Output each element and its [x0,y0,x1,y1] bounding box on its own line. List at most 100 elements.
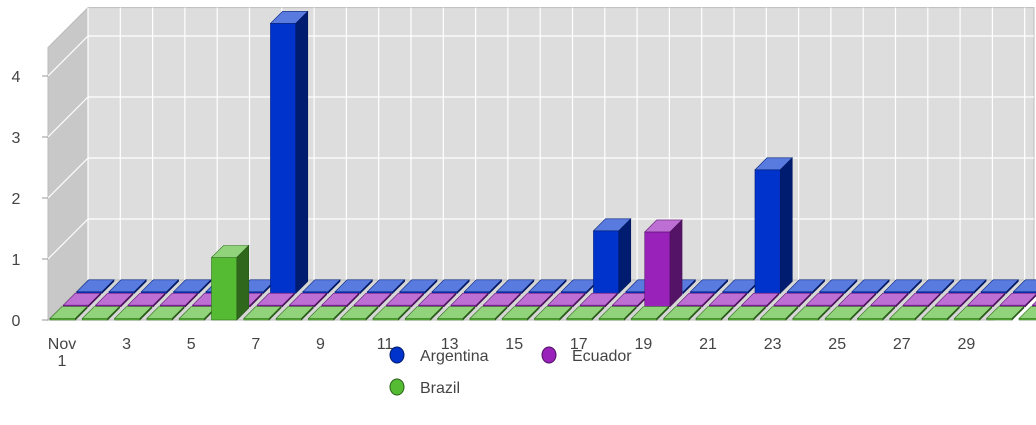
bar-ecuador-28 [934,292,974,308]
grid-line-y-side [47,157,89,199]
bar-ecuador-19 [644,219,683,308]
bar-argentina-20 [689,279,729,295]
chart-bars [49,10,1036,321]
x-tick-label: 21 [699,336,717,353]
bar-brazil-19 [630,305,670,321]
legend-label: Argentina [420,348,489,365]
legend-item-argentina: Argentina [389,346,489,365]
x-tick-label: 29 [958,336,976,353]
bar-brazil-3 [113,305,153,321]
bar-brazil-28 [921,305,961,321]
bar-ecuador-2 [94,292,134,308]
bar-ecuador-8 [288,292,328,308]
bar-brazil-9 [307,305,347,321]
bar-brazil-20 [662,305,702,321]
bar-ecuador-1 [62,292,102,308]
bar-brazil-26 [856,305,896,321]
bar-argentina-11 [398,279,438,295]
bar-ecuador-25 [837,292,877,308]
x-tick-label: 5 [187,336,196,353]
bar-ecuador-26 [870,292,909,308]
x-tick-label: 27 [893,336,911,353]
x-tick-label: 3 [122,336,131,353]
bar-ecuador-24 [805,292,845,308]
bar-brazil-14 [469,305,508,321]
x-tick-label: 15 [505,336,523,353]
bar-brazil-8 [275,305,315,321]
bar-argentina-24 [818,279,858,295]
grid-line-y-side [47,96,89,138]
y-tick-label: 4 [12,69,21,86]
bar-argentina-15 [528,279,567,295]
bar-argentina-9 [334,279,374,295]
bar-ecuador-3 [127,292,166,308]
y-tick-label: 3 [12,130,21,147]
y-axis: 0 1 2 3 4 [12,69,48,330]
bar-ecuador-21 [708,292,748,308]
back-wall [87,7,1035,281]
legend-label: Ecuador [572,348,632,365]
bar-brazil-18 [598,305,638,321]
bar-brazil-11 [372,305,412,321]
bar-ecuador-14 [482,292,522,308]
bar-brazil-13 [436,305,476,321]
bar-brazil-6 [210,244,250,321]
bar-argentina-25 [851,279,890,295]
bar-ecuador-23 [773,292,812,308]
bar-argentina-8 [302,279,341,295]
bar-brazil-24 [792,305,831,321]
x-tick-label: 7 [251,336,260,353]
bar-brazil-27 [889,305,928,321]
bar-ecuador-22 [740,292,780,308]
bar-ecuador-30 [999,292,1036,308]
legend: Argentina Ecuador Brazil [389,346,632,397]
bar-ecuador-11 [385,292,425,308]
bar-argentina-10 [366,279,406,295]
bar-ecuador-13 [450,292,489,308]
bar-brazil-2 [81,305,121,321]
bar-argentina-4 [172,279,212,295]
bar-argentina-29 [980,279,1020,295]
bar-ecuador-16 [547,292,586,308]
bar-argentina-14 [495,279,535,295]
bar-brazil-22 [727,305,767,321]
chart-walls [46,6,1036,322]
bar-brazil-30 [985,305,1025,321]
bar-brazil-7 [243,305,282,321]
x-tick-label: 11 [377,336,394,353]
x-tick-label: 23 [764,336,782,353]
bar-ecuador-10 [353,292,393,308]
bar-brazil-25 [824,305,864,321]
bar-brazil-23 [759,305,799,321]
bar-brazil-1 [49,305,89,321]
bar-argentina-12 [431,279,470,295]
legend-item-brazil: Brazil [389,378,460,397]
bar-argentina-27 [915,279,955,295]
bar-argentina-13 [463,279,503,295]
x-tick-label: 19 [635,336,653,353]
bar-argentina-22 [754,157,793,295]
bar-ecuador-31 [1031,301,1036,307]
legend-swatch [389,346,405,364]
y-tick-label: 1 [12,252,21,269]
legend-item-ecuador: Ecuador [541,346,632,365]
bar-ecuador-27 [902,292,942,308]
bar-argentina-7 [269,10,309,295]
bar-brazil-12 [404,305,444,321]
bar-argentina-23 [786,279,826,295]
grid-line-y-side [47,218,89,260]
x-tick-label: 9 [316,336,325,353]
bar-argentina-2 [108,279,147,295]
bar-brazil-29 [953,305,993,321]
x-tick-label: Nov 1 [48,336,76,370]
bar-brazil-17 [566,305,605,321]
y-tick-label: 2 [12,191,21,208]
bar-brazil-21 [695,305,735,321]
legend-swatch [541,346,557,364]
bar-argentina-30 [1012,279,1036,294]
bar-brazil-16 [533,305,573,321]
bar-argentina-3 [140,279,180,295]
bar-argentina-17 [592,218,632,295]
x-tick-label: 13 [441,336,459,353]
